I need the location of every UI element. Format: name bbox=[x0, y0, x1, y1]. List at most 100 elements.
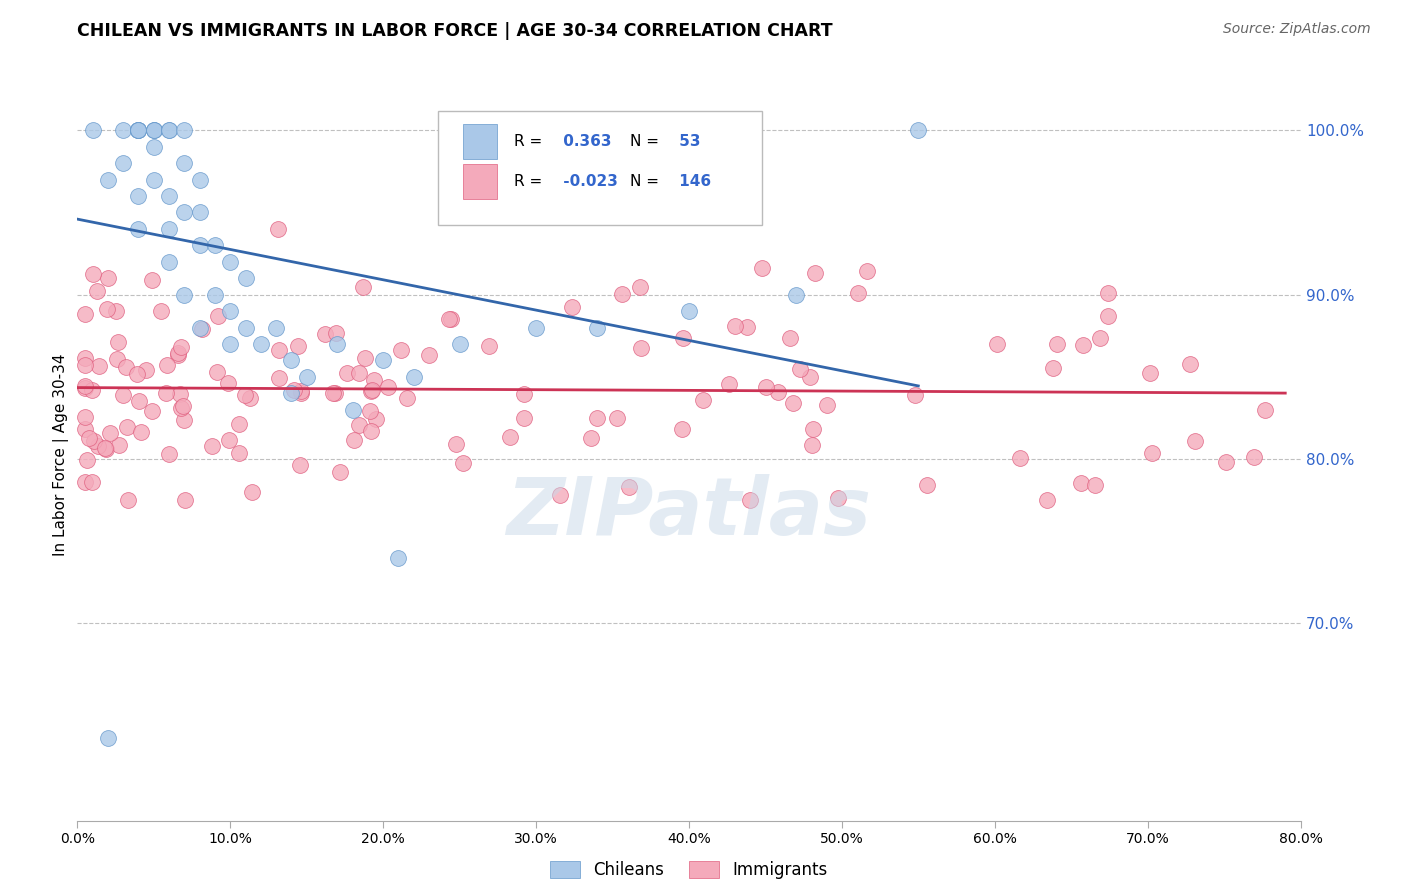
Point bbox=[73, 422, 96, 436]
Point bbox=[1140, 446, 1163, 460]
Text: 0.363: 0.363 bbox=[558, 134, 612, 149]
Point bbox=[856, 264, 879, 278]
Point bbox=[1184, 434, 1206, 449]
Point bbox=[804, 266, 827, 280]
Point bbox=[188, 320, 211, 334]
Point bbox=[283, 384, 305, 398]
Text: CHILEAN VS IMMIGRANTS IN LABOR FORCE | AGE 30-34 CORRELATION CHART: CHILEAN VS IMMIGRANTS IN LABOR FORCE | A… bbox=[77, 22, 832, 40]
Point bbox=[82, 267, 104, 281]
Point bbox=[904, 388, 927, 402]
Point bbox=[524, 320, 547, 334]
Point bbox=[142, 123, 165, 137]
Legend: Chileans, Immigrants: Chileans, Immigrants bbox=[543, 854, 835, 886]
Point bbox=[141, 404, 163, 418]
Point bbox=[342, 402, 364, 417]
Point bbox=[266, 222, 288, 236]
Point bbox=[166, 346, 188, 360]
Point bbox=[204, 287, 226, 301]
Point bbox=[1097, 285, 1119, 300]
Point bbox=[156, 358, 179, 372]
Point bbox=[73, 475, 96, 489]
Point bbox=[1008, 451, 1031, 466]
Point bbox=[267, 343, 290, 357]
Point bbox=[104, 304, 127, 318]
Point bbox=[1071, 338, 1094, 352]
Point bbox=[87, 439, 110, 453]
Point bbox=[1097, 309, 1119, 323]
Point bbox=[439, 311, 461, 326]
Text: N =: N = bbox=[630, 174, 659, 189]
Point bbox=[326, 337, 349, 351]
Point bbox=[157, 254, 180, 268]
Point bbox=[219, 254, 242, 268]
Point bbox=[97, 270, 120, 285]
Point bbox=[174, 493, 197, 508]
Point bbox=[167, 348, 190, 362]
Point bbox=[191, 321, 214, 335]
Point bbox=[361, 383, 384, 397]
Point bbox=[157, 123, 180, 137]
Point bbox=[453, 456, 475, 470]
Point bbox=[228, 417, 250, 431]
Point bbox=[228, 446, 250, 460]
Point bbox=[323, 385, 346, 400]
Point bbox=[295, 369, 318, 384]
Point bbox=[87, 359, 110, 374]
Point bbox=[290, 386, 312, 401]
Point bbox=[395, 391, 418, 405]
Point bbox=[173, 205, 195, 219]
Bar bbox=[463, 124, 496, 159]
Point bbox=[107, 335, 129, 350]
Text: Source: ZipAtlas.com: Source: ZipAtlas.com bbox=[1223, 22, 1371, 37]
Point bbox=[96, 442, 118, 456]
Point bbox=[264, 320, 287, 334]
Point bbox=[366, 411, 388, 425]
Point bbox=[201, 439, 224, 453]
Point bbox=[112, 123, 135, 137]
Point bbox=[738, 493, 761, 508]
Text: R =: R = bbox=[515, 134, 543, 149]
Point bbox=[782, 396, 804, 410]
Point bbox=[1084, 478, 1107, 492]
Point bbox=[672, 331, 695, 345]
Point bbox=[444, 436, 467, 450]
Point bbox=[157, 447, 180, 461]
Point bbox=[387, 550, 409, 565]
Point bbox=[347, 417, 370, 432]
Point bbox=[737, 319, 759, 334]
Point bbox=[250, 337, 273, 351]
Point bbox=[111, 388, 134, 402]
Point bbox=[142, 139, 165, 153]
Point bbox=[915, 478, 938, 492]
Point bbox=[73, 307, 96, 321]
Point bbox=[128, 123, 150, 137]
Point bbox=[188, 205, 211, 219]
Point bbox=[173, 287, 195, 301]
Point bbox=[128, 123, 150, 137]
Point bbox=[498, 430, 520, 444]
Point bbox=[219, 337, 242, 351]
Point bbox=[336, 366, 359, 380]
Point bbox=[141, 272, 163, 286]
Point bbox=[1180, 358, 1202, 372]
Point bbox=[478, 339, 501, 353]
Point bbox=[73, 379, 96, 393]
Point bbox=[907, 123, 929, 137]
Point bbox=[280, 353, 302, 368]
Point bbox=[150, 304, 173, 318]
Point bbox=[128, 393, 150, 408]
Point bbox=[128, 123, 150, 137]
Point bbox=[402, 369, 425, 384]
Point bbox=[349, 367, 371, 381]
Bar bbox=[463, 164, 496, 199]
Point bbox=[235, 320, 257, 334]
Point bbox=[1215, 455, 1237, 469]
Point bbox=[80, 384, 103, 398]
Point bbox=[1088, 331, 1111, 345]
Point bbox=[80, 475, 103, 489]
Point bbox=[1036, 493, 1059, 508]
Point bbox=[360, 424, 382, 438]
Point bbox=[586, 320, 609, 334]
Point bbox=[73, 409, 96, 424]
Point bbox=[218, 433, 240, 447]
